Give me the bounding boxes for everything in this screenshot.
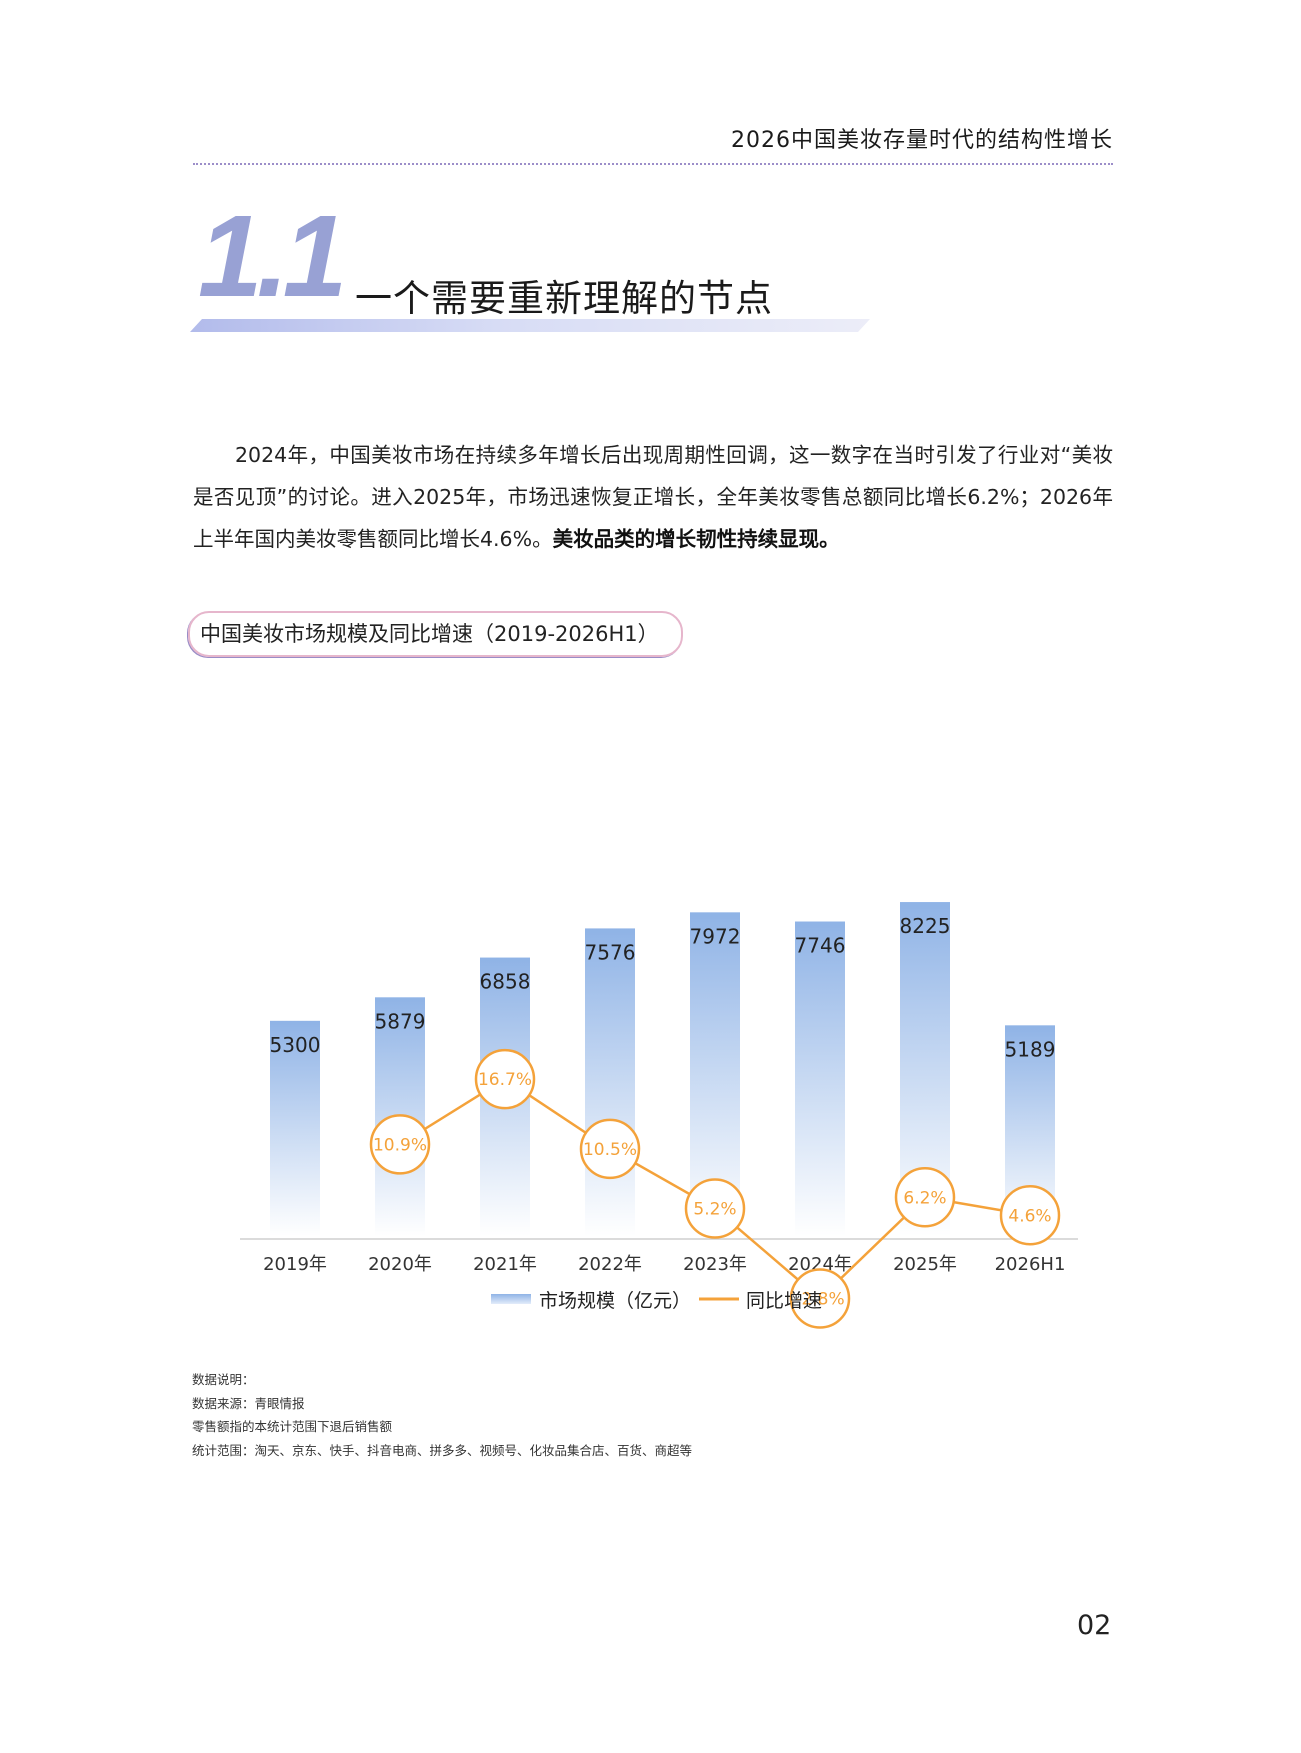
growth-line-series: 10.9% 16.7% 10.5% 5.2% -2.8% 6.2% 4.6% bbox=[369, 1048, 1061, 1329]
section-number: 1.1 bbox=[198, 191, 347, 321]
bar-value-label: 7972 bbox=[690, 924, 741, 948]
intro-text: 2024年，中国美妆市场在持续多年增长后出现周期性回调，这一数字在当时引发了行业… bbox=[193, 443, 1113, 551]
growth-point bbox=[579, 1118, 641, 1180]
growth-value-label: -2.8% bbox=[795, 1290, 844, 1310]
note-line: 零售额指的本统计范围下退后销售额 bbox=[192, 1419, 393, 1434]
x-tick-label: 2025年 bbox=[893, 1254, 957, 1275]
bar-value-label: 5189 bbox=[1005, 1037, 1056, 1061]
growth-point bbox=[894, 1167, 956, 1228]
x-tick-label: 2026H1 bbox=[995, 1254, 1066, 1275]
growth-point bbox=[789, 1268, 851, 1329]
growth-value-label: 5.2% bbox=[693, 1200, 736, 1220]
legend-bar-swatch bbox=[491, 1294, 531, 1304]
x-tick-label: 2020年 bbox=[368, 1254, 432, 1275]
growth-value-label: 16.7% bbox=[478, 1070, 532, 1090]
bar bbox=[585, 928, 635, 1236]
growth-value-label: 10.5% bbox=[583, 1140, 637, 1160]
header-divider bbox=[193, 163, 1113, 165]
bar bbox=[270, 1020, 320, 1236]
x-tick-label: 2023年 bbox=[683, 1254, 747, 1275]
x-tick-label: 2021年 bbox=[473, 1254, 537, 1275]
note-line: 数据说明： bbox=[192, 1372, 255, 1387]
x-axis-ticks: 2019年 2020年 2021年 2022年 2023年 2024年 2025年 2026H… bbox=[263, 1254, 1065, 1275]
bar-value-label: 5300 bbox=[270, 1033, 321, 1057]
x-tick-label: 2019年 bbox=[263, 1254, 327, 1275]
chart-title: 中国美妆市场规模及同比增速（2019-2026H1） bbox=[188, 611, 683, 657]
growth-point bbox=[684, 1178, 746, 1239]
intro-bold-text: 美妆品类的增长韧性持续显现。 bbox=[552, 527, 840, 551]
bar-value-label: 7576 bbox=[585, 940, 636, 964]
x-tick-label: 2024年 bbox=[788, 1254, 852, 1275]
growth-point bbox=[369, 1114, 431, 1175]
growth-point bbox=[999, 1185, 1061, 1246]
x-tick-label: 2022年 bbox=[578, 1254, 642, 1275]
note-line: 数据来源：青眼情报 bbox=[192, 1395, 305, 1411]
note-line: 统计范围：淘天、京东、快手、抖音电商、拼多多、视频号、化妆品集合店、百货、商超等 bbox=[192, 1442, 693, 1458]
bar-value-label: 6858 bbox=[480, 970, 531, 994]
page-number: 02 bbox=[1077, 1610, 1112, 1641]
bar-value-label: 7746 bbox=[795, 934, 846, 958]
growth-point bbox=[474, 1048, 536, 1110]
bar bbox=[795, 921, 845, 1236]
section-underline bbox=[190, 319, 870, 332]
legend-line-label: 同比增速 bbox=[746, 1290, 822, 1312]
section-title: 一个需要重新理解的节点 bbox=[355, 277, 773, 320]
legend-bar-label: 市场规模（亿元） bbox=[539, 1290, 691, 1312]
intro-paragraph: 2024年，中国美妆市场在持续多年增长后出现周期性回调，这一数字在当时引发了行业… bbox=[193, 434, 1113, 560]
chart-legend: 市场规模（亿元） 同比增速 bbox=[491, 1290, 822, 1312]
growth-value-label: 6.2% bbox=[903, 1188, 946, 1208]
bar-value-label: 5879 bbox=[375, 1009, 426, 1033]
growth-value-label: 10.9% bbox=[373, 1135, 427, 1155]
bar-value-label: 8225 bbox=[900, 914, 951, 938]
data-notes: 数据说明： 数据来源：青眼情报 零售额指的本统计范围下退后销售额 统计范围：淘天… bbox=[192, 1368, 692, 1462]
growth-value-label: 4.6% bbox=[1008, 1206, 1051, 1226]
header-title: 2026中国美妆存量时代的结构性增长 bbox=[731, 128, 1113, 153]
